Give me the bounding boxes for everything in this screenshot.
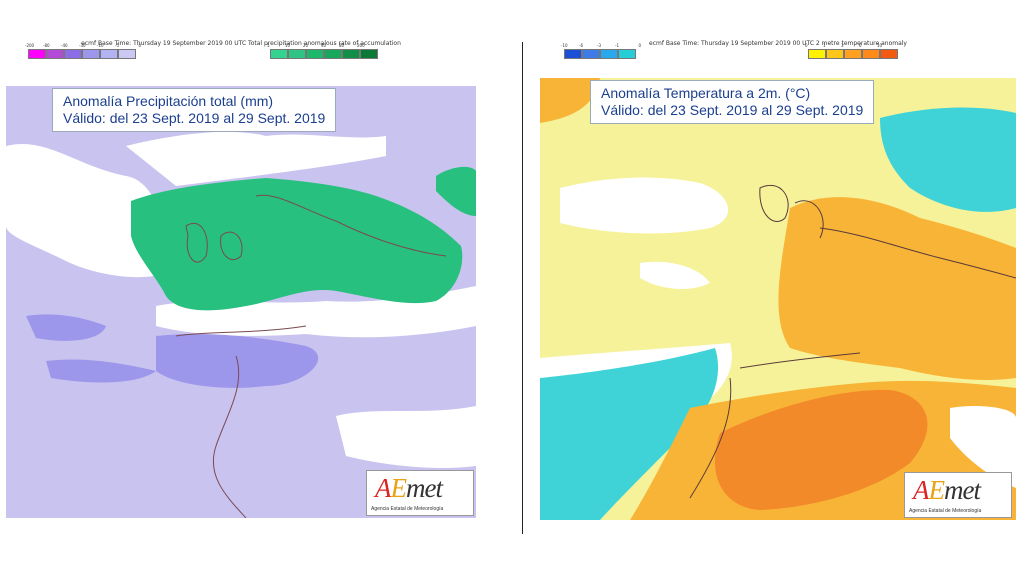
precip-neutral-area-north	[126, 131, 386, 186]
precip-colorbar-swatch: 10	[285, 43, 306, 59]
precip-title-line2: Válido: del 23 Sept. 2019 al 29 Sept. 20…	[63, 110, 326, 126]
precipitation-anomaly-panel: ecmf Base Time: Thursday 19 September 20…	[6, 40, 476, 518]
temp-colorbar-swatch: 6	[859, 43, 880, 59]
precip-dry-area-sw	[46, 359, 156, 383]
temp-colorbar-positive: 0 1 3 6 10	[805, 43, 898, 59]
precip-colorbar-tick-label: 5	[267, 43, 270, 48]
temp-colorbar-tick-label: 10	[877, 43, 883, 48]
aemet-logo-left: AEmet Agencia Estatal de Meteorología	[366, 470, 474, 516]
precip-positive-area	[131, 178, 463, 311]
temp-neutral-area	[560, 177, 729, 234]
temp-colorbar-swatch: -1 0	[615, 43, 641, 59]
precip-colorbar-tick-label: -30	[79, 43, 86, 48]
temp-colorbar-tick-label: -1	[615, 43, 619, 48]
precip-neutral-area	[6, 143, 176, 278]
precip-colorbar-swatch: 200	[357, 43, 378, 59]
temp-colorbar-tick-label: 0	[805, 43, 808, 48]
panel-divider	[522, 42, 523, 534]
precip-colorbar-swatch: -5 0	[115, 43, 141, 59]
precip-colorbar-tick-label: 10	[285, 43, 291, 48]
temp-neutral-area-se	[950, 406, 1016, 488]
precip-colorbar-swatch: 20	[303, 43, 324, 59]
aemet-logo-subtitle: Agencia Estatal de Meteorología	[371, 506, 444, 512]
temp-orange-area	[778, 197, 1016, 380]
aemet-logo-subtitle: Agencia Estatal de Meteorología	[909, 508, 982, 514]
precip-colorbar-swatch: -80	[43, 43, 64, 59]
precip-coastline	[175, 194, 447, 518]
temp-colorbar-tick-label: 1	[823, 43, 826, 48]
precip-colorbar-tick-label: 200	[357, 43, 365, 48]
temp-colorbar-swatch: -3	[597, 43, 618, 59]
temp-colorbar-tick-label: -3	[597, 43, 601, 48]
temp-colorbar-swatch: 1	[823, 43, 844, 59]
precipitation-anomaly-map: Anomalía Precipitación total (mm) Válido…	[6, 86, 476, 518]
precip-colorbar-swatch: -30	[79, 43, 100, 59]
temp-colorbar-tick-label: -6	[579, 43, 583, 48]
precip-colorbar-swatch: 5	[267, 43, 288, 59]
temperature-anomaly-panel: ecmf Base Time: Thursday 19 September 20…	[540, 40, 1016, 522]
temp-coastline	[689, 184, 1016, 499]
precip-neutral-area-central	[156, 286, 476, 338]
precip-map-canvas	[6, 131, 476, 518]
temp-warm-core	[714, 389, 928, 510]
temp-cool-area-ne	[880, 107, 1016, 212]
temp-colorbar-tick-label: 6	[859, 43, 862, 48]
precip-positive-area-ne	[436, 166, 476, 216]
precip-header-text: ecmf Base Time: Thursday 19 September 20…	[81, 40, 401, 47]
temp-colorbar-negative: -10 -6 -3 -1 0	[561, 43, 641, 59]
precip-colorbar-tick-label: -200	[25, 43, 35, 48]
temp-colorbar-tick-label: 0	[638, 43, 641, 48]
temp-title-line2: Válido: del 23 Sept. 2019 al 29 Sept. 20…	[601, 102, 864, 118]
precip-colorbar-tick-label: -5	[115, 43, 119, 48]
temp-map-canvas	[540, 78, 1016, 520]
precip-colorbar-swatch: -200	[25, 43, 46, 59]
temp-header-text: ecmf Base Time: Thursday 19 September 20…	[649, 40, 907, 47]
temp-colorbar-swatch: 0	[805, 43, 826, 59]
precip-colorbar-tick-label: 20	[303, 43, 309, 48]
temperature-anomaly-map: Anomalía Temperatura a 2m. (°C) Válido: …	[540, 78, 1016, 520]
temp-colorbar-tick-label: -10	[561, 43, 568, 48]
precip-colorbar-tick-label: -80	[43, 43, 50, 48]
precip-colorbar-tick-label: 0	[138, 43, 141, 48]
aemet-logo-right: AEmet Agencia Estatal de Meteorología	[904, 472, 1012, 518]
temp-title-line1: Anomalía Temperatura a 2m. (°C)	[601, 85, 811, 101]
precip-dry-area-west	[26, 314, 106, 341]
precip-colorbar-swatch: 40	[321, 43, 342, 59]
precip-colorbar-tick-label: -40	[61, 43, 68, 48]
precip-neutral-area-south	[336, 406, 476, 468]
temp-cool-area-sw	[540, 348, 719, 520]
aemet-logo-wordmark: AEmet	[913, 475, 981, 505]
temp-orange-area-nw	[540, 78, 600, 123]
temp-colorbar-tick-label: 3	[841, 43, 844, 48]
temp-colorbar-swatch: 10	[877, 43, 898, 59]
precip-colorbar-tick-label: 80	[339, 43, 345, 48]
temp-neutral-area-2	[640, 261, 710, 290]
precip-title-line1: Anomalía Precipitación total (mm)	[63, 93, 274, 109]
precip-colorbar-swatch: -10	[97, 43, 118, 59]
temp-colorbar-swatch: -6	[579, 43, 600, 59]
precip-colorbar-swatch: -40	[61, 43, 82, 59]
temp-map-title: Anomalía Temperatura a 2m. (°C) Válido: …	[590, 80, 875, 124]
precip-map-title: Anomalía Precipitación total (mm) Válido…	[52, 88, 337, 132]
precip-colorbar-swatch: 80	[339, 43, 360, 59]
temp-colorbar-swatch: 3	[841, 43, 862, 59]
precip-colorbar-tick-label: 40	[321, 43, 327, 48]
precip-colorbar-tick-label: -10	[97, 43, 104, 48]
precip-colorbar-positive: 5 10 20 40 80 200	[267, 43, 378, 59]
temp-colorbar-swatch: -10	[561, 43, 582, 59]
aemet-logo-wordmark: AEmet	[375, 473, 443, 503]
precip-colorbar-negative: -200 -80 -40 -30 -10 -5 0	[25, 43, 141, 59]
